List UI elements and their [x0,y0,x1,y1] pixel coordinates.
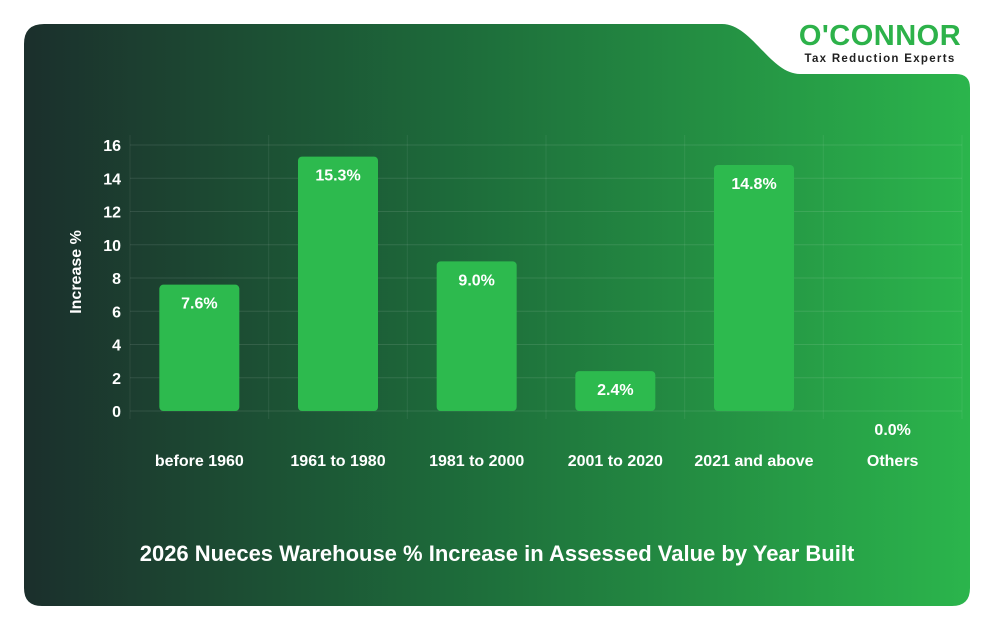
y-tick-label: 8 [112,271,121,288]
bar [298,156,378,411]
y-axis-ticks: 0 2 4 6 8 10 12 14 16 [103,138,121,421]
y-axis-label: Increase % [68,230,85,314]
bar [714,164,794,411]
brand-tagline: Tax Reduction Experts [804,53,956,65]
y-tick-label: 6 [112,304,121,321]
data-label: 0.0% [874,422,910,439]
data-labels: 7.6% 15.3% 9.0% 2.4% 14.8% 0.0% [181,168,911,439]
brand-logo: O'CONNOR Tax Reduction Experts [780,20,980,65]
x-tick-label: 1961 to 1980 [290,453,385,470]
grid-lines [129,135,963,419]
y-tick-label: 2 [112,371,121,388]
y-tick-label: 12 [103,205,121,222]
x-tick-label: 1981 to 2000 [429,453,524,470]
bars [159,156,794,411]
y-tick-label: 4 [112,338,121,355]
x-tick-label: before 1960 [155,453,244,470]
x-tick-label: Others [867,453,919,470]
bar [575,371,656,411]
x-tick-label: 2021 and above [694,453,813,470]
x-axis-ticks: before 1960 1961 to 1980 1981 to 2000 2001 … [155,453,919,470]
data-label: 15.3% [315,168,360,185]
brand-name: O'CONNOR [798,20,962,52]
chart-title: 2026 Nueces Warehouse % Increase in Asse… [139,541,855,566]
y-tick-label: 10 [103,238,121,255]
x-tick-label: 2001 to 2020 [568,453,663,470]
bar [436,261,517,411]
bar [159,284,240,411]
y-tick-label: 0 [112,404,121,421]
y-tick-label: 16 [103,138,121,155]
data-label: 7.6% [181,296,217,313]
data-label: 14.8% [731,176,776,193]
data-label: 9.0% [458,272,494,289]
data-label: 2.4% [597,382,633,399]
y-tick-label: 14 [103,171,121,188]
